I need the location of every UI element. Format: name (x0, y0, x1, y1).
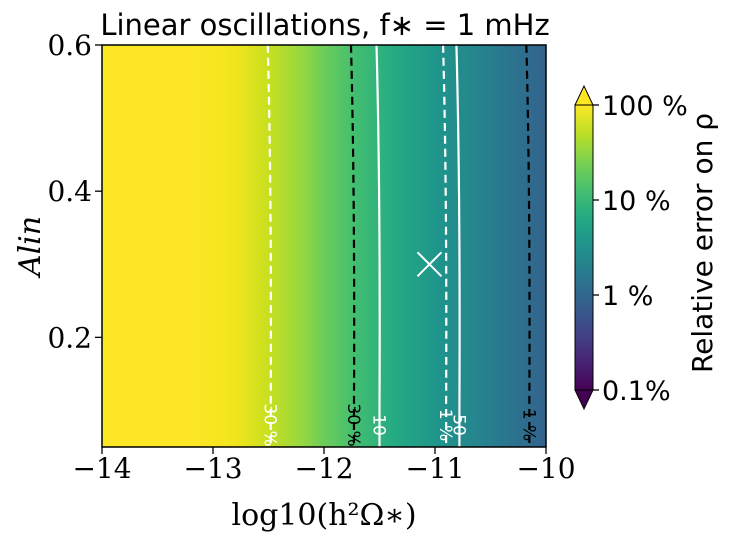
contour-label: 1 % (518, 409, 538, 441)
x-tick-label: −14 (72, 452, 131, 485)
colorbar-tick-label: 10 % (602, 186, 671, 217)
y-tick-label: 0.4 (47, 175, 92, 208)
x-tick-label: −11 (405, 452, 464, 485)
x-tick-label: −13 (183, 452, 242, 485)
contour-label: 30 % (260, 403, 280, 446)
colorbar-label: Relative error on ρ (686, 113, 719, 373)
x-tick-label: −12 (294, 452, 353, 485)
colorbar-extend-bottom (574, 389, 594, 411)
fiducial-marker (416, 251, 443, 277)
heatmap (102, 45, 546, 447)
y-axis-label: Alin (13, 216, 48, 279)
colorbar-extend-top (574, 84, 594, 106)
marker-stroke (416, 251, 443, 277)
colorbar-tick-label: 0.1% (602, 376, 671, 407)
contour-lines (266, 45, 531, 447)
contour-line (525, 45, 531, 447)
y-tick-label: 0.2 (47, 321, 92, 354)
x-tick-label: −10 (516, 452, 575, 485)
contour-label: 1 % (435, 409, 455, 441)
colorbar-tick-label: 100 % (602, 91, 688, 122)
contour-label: 50 (448, 414, 468, 436)
x-axis-label: log10(h²Ω∗) (231, 498, 416, 533)
contour-line (442, 45, 448, 447)
contour-line (455, 45, 461, 447)
contour-line (349, 45, 356, 447)
colorbar-gradient (574, 104, 594, 391)
contour-label: 30 % (343, 403, 363, 446)
x-axis-ticks: −14 −13 −12 −11 −10 (72, 447, 576, 485)
contour-labels: 30 % 30 % 10 1 %50 1 % (260, 403, 539, 446)
contour-label: 10 (369, 414, 389, 436)
colorbar-ticks: 100 % 10 % 1 % 0.1% (593, 91, 688, 407)
y-axis-ticks: 0.2 0.4 0.6 (47, 29, 102, 354)
colorbar: 100 % 10 % 1 % 0.1% Relative error on ρ (574, 84, 719, 411)
y-tick-label: 0.6 (47, 29, 92, 62)
chart-title: Linear oscillations, f∗ = 1 mHz (100, 8, 549, 42)
plot-area: 30 % 30 % 10 1 %50 1 % (101, 44, 547, 448)
colorbar-tick-label: 1 % (602, 281, 653, 312)
contour-line (266, 45, 273, 447)
contour-line (375, 45, 381, 447)
